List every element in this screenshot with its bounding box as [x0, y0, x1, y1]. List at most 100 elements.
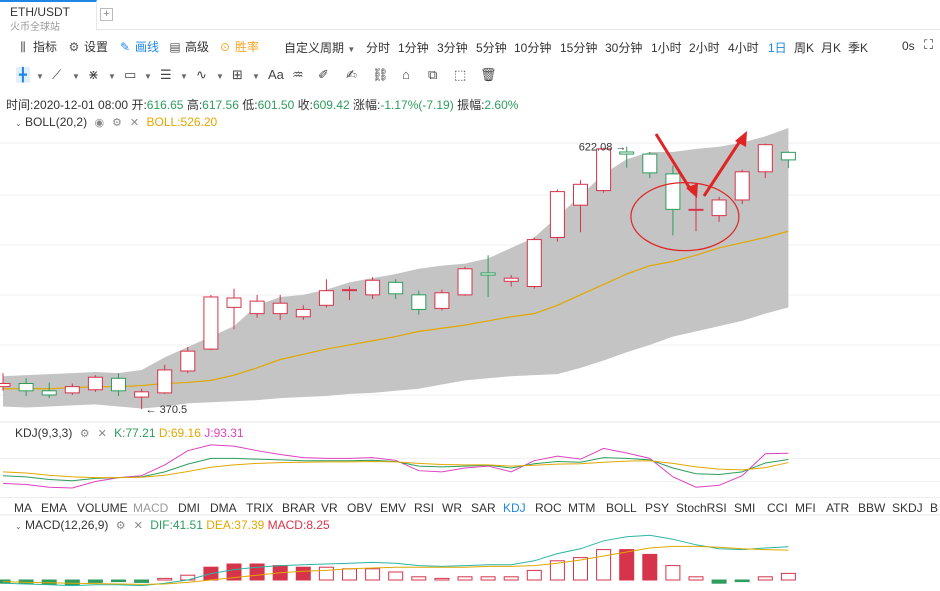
open-label: 开:	[131, 98, 147, 112]
indicator-tab-emv[interactable]: EMV	[380, 501, 407, 515]
wave-tool[interactable]: ∿	[196, 67, 207, 82]
period-7[interactable]: 1小时	[651, 41, 682, 55]
lock-icon[interactable]: ⌂	[402, 67, 410, 82]
ruler-tool[interactable]: ✐	[318, 67, 329, 82]
chevron-down-icon[interactable]: ▼	[180, 72, 188, 81]
candle-body	[434, 292, 450, 309]
indicator-tab-psy[interactable]: PSY	[645, 501, 670, 515]
candle-body	[711, 199, 727, 217]
indicator-button[interactable]: ⫼ 指标	[16, 38, 57, 55]
candle-body	[64, 386, 80, 394]
indicator-tab-skdj[interactable]: SKDJ	[892, 501, 923, 515]
period-11[interactable]: 周K	[794, 41, 815, 55]
indicator-tab-ma[interactable]: MA	[14, 501, 32, 515]
win-rate-button[interactable]: ⊙ 胜率	[218, 38, 259, 55]
indicator-tab-volume[interactable]: VOLUME	[77, 501, 128, 515]
brush-tool[interactable]: ♒	[292, 67, 304, 82]
text-tool[interactable]: Aa	[268, 67, 284, 82]
tab-eth-usdt[interactable]: ETH/USDT 火币全球站	[0, 0, 97, 33]
indicator-tab-macd[interactable]: MACD	[133, 501, 169, 515]
chevron-down-icon[interactable]: ▼	[72, 72, 80, 81]
chevron-down-icon[interactable]: ▼	[216, 72, 224, 81]
macd-bar	[734, 579, 750, 583]
indicator-tab-stochrsi[interactable]: StochRSI	[676, 501, 727, 515]
trash-icon[interactable]: 🗑	[480, 67, 497, 82]
rectangle-tool[interactable]: ▭	[124, 67, 137, 82]
period-2[interactable]: 3分钟	[437, 41, 468, 55]
settings-button[interactable]: ⚙ 设置	[67, 38, 108, 55]
indicator-tab-trix[interactable]: TRIX	[246, 501, 274, 515]
indicator-tab-mfi[interactable]: MFI	[795, 501, 816, 515]
indicator-tab-cci[interactable]: CCI	[767, 501, 788, 515]
chevron-down-icon: ▼	[347, 45, 356, 54]
chevron-down-icon[interactable]: ▼	[108, 72, 116, 81]
custom-period-dropdown[interactable]: 自定义周期 ▼	[284, 39, 355, 56]
indicator-tab-dmi[interactable]: DMI	[178, 501, 200, 515]
fullscreen-icon[interactable]: ⛶	[924, 37, 934, 52]
chevron-down-icon[interactable]: ▼	[144, 72, 152, 81]
period-6[interactable]: 30分钟	[605, 41, 643, 55]
candle-body	[0, 383, 11, 388]
indicator-tab-roc[interactable]: ROC	[535, 501, 562, 515]
indicator-tab-smi[interactable]: SMI	[734, 501, 756, 515]
indicator-tab-atr[interactable]: ATR	[826, 501, 850, 515]
period-13[interactable]: 季K	[848, 41, 869, 55]
gear-icon[interactable]: ⚙	[79, 428, 90, 440]
screenshot-icon[interactable]: ⬚	[454, 67, 467, 82]
add-tab-button[interactable]: +	[100, 8, 113, 21]
indicator-tab-obv[interactable]: OBV	[347, 501, 373, 515]
multi-line-tool[interactable]: ⋇	[88, 67, 99, 82]
kdj-j-line	[2, 444, 789, 489]
trendline-tool[interactable]: ⟋	[52, 67, 62, 82]
indicator-tab-mtm[interactable]: MTM	[568, 501, 596, 515]
period-12[interactable]: 月K	[821, 41, 842, 55]
indicator-tab-boll[interactable]: BOLL	[606, 501, 637, 515]
indicator-tab-b[interactable]: B	[930, 501, 939, 515]
period-0[interactable]: 分时	[366, 41, 391, 55]
period-3[interactable]: 5分钟	[476, 41, 507, 55]
indicator-tab-rsi[interactable]: RSI	[414, 501, 435, 515]
horizontal-lines-tool[interactable]: ☰	[160, 67, 172, 82]
advanced-button[interactable]: ▤ 高级	[168, 38, 209, 55]
indicator-tab-bbw[interactable]: BBW	[858, 501, 886, 515]
copy-icon[interactable]: ⧉	[428, 67, 438, 82]
measure-tool[interactable]: ⊞	[232, 67, 243, 82]
period-5[interactable]: 15分钟	[560, 41, 598, 55]
close-icon[interactable]: ✕	[133, 520, 143, 532]
win-rate-label: 胜率	[235, 40, 260, 54]
pen-tool[interactable]: ✍	[346, 67, 357, 82]
period-4[interactable]: 10分钟	[514, 41, 552, 55]
candle-body	[87, 376, 103, 391]
indicator-tab-kdj[interactable]: KDJ	[503, 501, 526, 515]
red-arrow	[702, 137, 744, 197]
chevron-down-icon[interactable]: ▼	[252, 72, 260, 81]
red-arrow	[654, 133, 694, 193]
gear-icon[interactable]: ⚙	[115, 520, 126, 532]
bar-chart-icon: ⫼	[20, 40, 26, 54]
red-arrow-head	[735, 131, 747, 147]
chevron-down-icon[interactable]: ▼	[36, 72, 44, 81]
period-8[interactable]: 2小时	[689, 41, 720, 55]
link-tool[interactable]: ⛓	[372, 67, 389, 82]
gear-icon[interactable]: ⚙	[112, 117, 122, 129]
period-10[interactable]: 1日	[768, 41, 787, 55]
crosshair-tool[interactable]: ╋	[16, 67, 30, 83]
indicator-tab-wr[interactable]: WR	[442, 501, 462, 515]
eye-icon[interactable]: ◉	[94, 117, 105, 129]
indicator-tab-dma[interactable]: DMA	[210, 501, 237, 515]
macd-bar	[388, 571, 404, 581]
collapse-icon[interactable]: ⌄	[15, 522, 22, 531]
indicator-tab-brar[interactable]: BRAR	[282, 501, 316, 515]
close-icon[interactable]: ✕	[97, 428, 107, 440]
period-1[interactable]: 1分钟	[398, 41, 429, 55]
draw-line-button[interactable]: ✎ 画线	[118, 38, 159, 55]
collapse-icon[interactable]: ⌄	[15, 119, 22, 128]
boll-mid-line	[3, 230, 789, 390]
indicator-tab-ema[interactable]: EMA	[41, 501, 68, 515]
indicator-tab-vr[interactable]: VR	[321, 501, 338, 515]
period-9[interactable]: 4小时	[728, 41, 759, 55]
tab-title: ETH/USDT	[10, 5, 70, 19]
indicator-tab-sar[interactable]: SAR	[471, 501, 496, 515]
close-icon[interactable]: ✕	[129, 117, 140, 129]
